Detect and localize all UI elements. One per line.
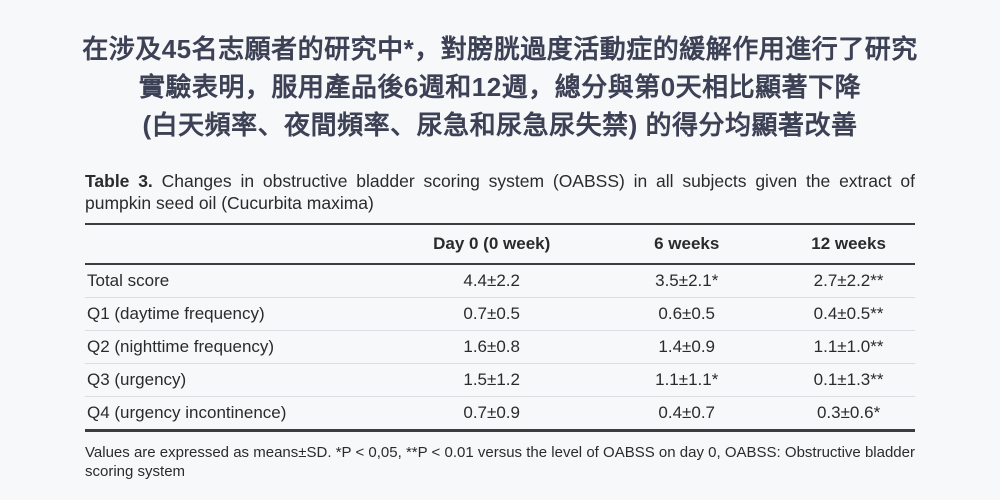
table-caption-text: Changes in obstructive bladder scoring s… [85, 171, 915, 213]
headline-line-2: 實驗表明，服用產品後6週和12週，總分與第0天相比顯著下降 [138, 72, 862, 102]
table-caption-label: Table 3. [85, 171, 153, 191]
table-row: Q4 (urgency incontinence) 0.7±0.9 0.4±0.… [85, 396, 915, 431]
cell-12weeks: 0.3±0.6* [782, 396, 915, 431]
column-header-day0: Day 0 (0 week) [392, 224, 592, 265]
cell-12weeks: 1.1±1.0** [782, 330, 915, 364]
cell-12weeks: 2.7±2.2** [813, 271, 884, 290]
table-section: Table 3. Changes in obstructive bladder … [85, 170, 915, 481]
column-header-empty [85, 224, 393, 265]
cell-day0: 1.6±0.8 [392, 330, 592, 364]
row-label: Q3 (urgency) [85, 363, 393, 397]
cell-day0: 1.5±1.2 [392, 363, 592, 397]
row-label: Q1 (daytime frequency) [85, 297, 393, 331]
table-row: Q3 (urgency) 1.5±1.2 1.1±1.1* 0.1±1.3** [85, 363, 915, 397]
headline-line-1: 在涉及45名志願者的研究中*，對膀胱過度活動症的緩解作用進行了研究 [82, 34, 918, 64]
row-label: Q4 (urgency incontinence) [85, 396, 393, 431]
table-footnote: Values are expressed as means±SD. *P < 0… [85, 444, 915, 480]
table-header-row: Day 0 (0 week) 6 weeks 12 weeks [85, 224, 915, 265]
row-label: Total score [87, 271, 170, 290]
cell-6weeks: 0.4±0.7 [591, 396, 783, 431]
cell-12weeks: 0.1±1.3** [782, 363, 915, 397]
headline-line-3: (白天頻率、夜間頻率、尿急和尿急尿失禁) 的得分均顯著改善 [142, 110, 858, 140]
table-row: Q1 (daytime frequency) 0.7±0.5 0.6±0.5 0… [85, 297, 915, 331]
oabss-table: Day 0 (0 week) 6 weeks 12 weeks Total sc… [85, 223, 915, 432]
cell-12weeks: 0.4±0.5** [782, 297, 915, 331]
cell-day0: 0.7±0.5 [392, 297, 592, 331]
cell-day0: 4.4±2.2 [463, 271, 520, 290]
table-caption: Table 3. Changes in obstructive bladder … [85, 170, 915, 214]
cell-6weeks: 1.1±1.1* [591, 363, 783, 397]
row-label: Q2 (nighttime frequency) [85, 330, 393, 364]
cell-6weeks: 0.6±0.5 [591, 297, 783, 331]
cell-6weeks: 1.4±0.9 [591, 330, 783, 364]
cell-6weeks: 3.5±2.1* [655, 271, 719, 290]
table-row: Q2 (nighttime frequency) 1.6±0.8 1.4±0.9… [85, 330, 915, 364]
table-row: Total score 4.4±2.2 3.5±2.1* 2.7±2.2** [85, 264, 915, 298]
column-header-6weeks: 6 weeks [591, 224, 783, 265]
column-header-12weeks: 12 weeks [782, 224, 915, 265]
cell-day0: 0.7±0.9 [392, 396, 592, 431]
study-headline: 在涉及45名志願者的研究中*，對膀胱過度活動症的緩解作用進行了研究 實驗表明，服… [0, 0, 1000, 144]
